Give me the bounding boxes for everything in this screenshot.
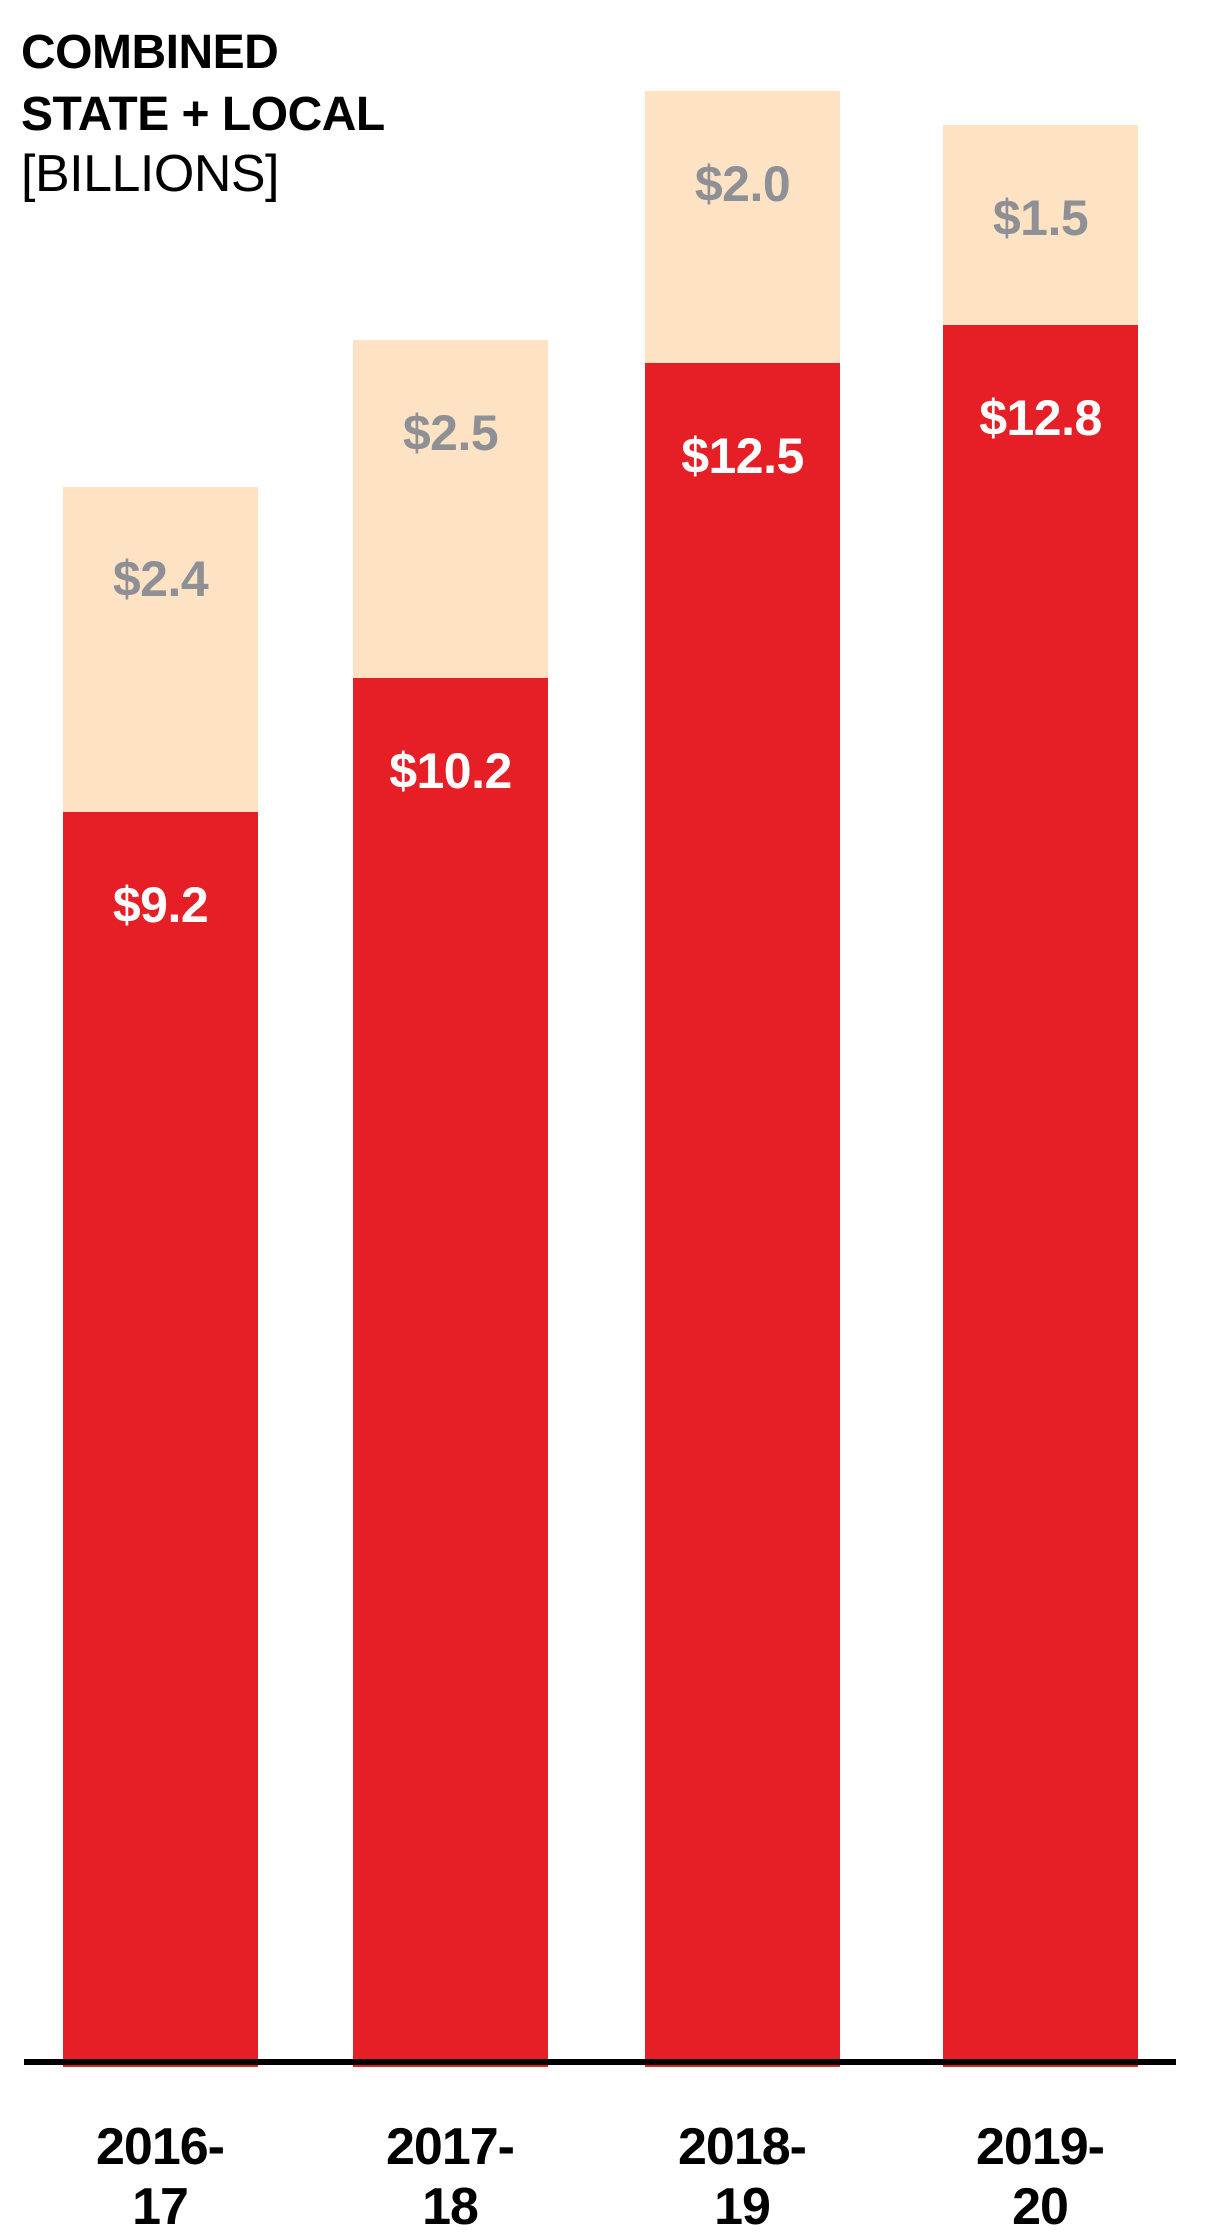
year-line-1: 2016-: [96, 2118, 225, 2176]
bar-segment-local: $2.0: [645, 91, 840, 363]
value-label: $9.2: [112, 877, 209, 933]
bar-segment-local: $1.5: [943, 125, 1138, 325]
title-line-1: COMBINED: [21, 26, 279, 79]
x-axis-line: [24, 2059, 1176, 2065]
bar-segment-state: $12.5: [645, 363, 840, 2067]
bar-segment-state: $9.2: [63, 812, 258, 2067]
bar-2017-18: $2.5 $10.2: [353, 340, 548, 2067]
x-axis-label-2019-20: 2019- 20: [920, 2117, 1160, 2237]
year-line-1: 2017-: [386, 2118, 515, 2176]
x-axis-label-2016-17: 2016- 17: [40, 2117, 280, 2237]
year-line-2: 17: [132, 2178, 189, 2236]
bar-2016-17: $2.4 $9.2: [63, 487, 258, 2067]
value-label: $12.5: [681, 428, 804, 484]
value-label: $2.0: [694, 156, 791, 212]
value-label: $2.5: [402, 405, 499, 461]
bar-segment-local: $2.4: [63, 487, 258, 812]
year-line-1: 2019-: [976, 2118, 1105, 2176]
bar-segment-state: $10.2: [353, 678, 548, 2067]
value-label: $2.4: [112, 551, 209, 607]
chart-title: COMBINED STATE + LOCAL [BILLIONS]: [21, 22, 385, 204]
year-line-1: 2018-: [678, 2118, 807, 2176]
title-unit: [BILLIONS]: [21, 145, 279, 203]
title-line-2: STATE + LOCAL: [21, 88, 385, 141]
x-axis-label-2017-18: 2017- 18: [330, 2117, 570, 2237]
year-line-2: 20: [1012, 2178, 1069, 2236]
year-line-2: 18: [422, 2178, 479, 2236]
bar-2019-20: $1.5 $12.8: [943, 125, 1138, 2067]
value-label: $12.8: [979, 390, 1102, 446]
bar-segment-local: $2.5: [353, 340, 548, 678]
x-axis-label-2018-19: 2018- 19: [622, 2117, 862, 2237]
bar-segment-state: $12.8: [943, 325, 1138, 2067]
year-line-2: 19: [714, 2178, 771, 2236]
bar-2018-19: $2.0 $12.5: [645, 91, 840, 2067]
value-label: $10.2: [389, 743, 512, 799]
value-label: $1.5: [992, 190, 1089, 246]
